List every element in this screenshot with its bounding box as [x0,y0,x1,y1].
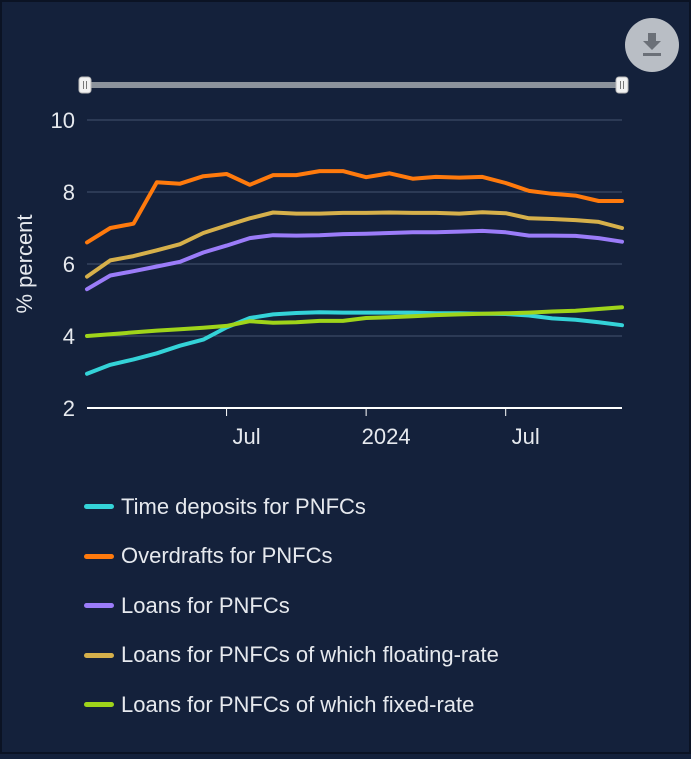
legend-swatch [84,652,114,658]
range-slider[interactable] [78,76,629,94]
slider-handle-right[interactable] [615,76,629,94]
legend-label: Loans for PNFCs of which floating-rate [121,642,499,668]
y-tick-label: 8 [63,180,75,205]
y-tick-label: 10 [51,108,75,133]
legend-label: Loans for PNFCs of which fixed-rate [121,691,475,717]
legend-label: Overdrafts for PNFCs [121,543,333,569]
legend-label: Time deposits for PNFCs [121,493,366,519]
x-tick-label: Jul [233,424,261,449]
legend-swatch [84,553,114,559]
axes: 2 4 6 8 10 Jul 2024 Jul [51,108,622,449]
legend-item[interactable]: Loans for PNFCs of which fixed-rate [84,680,644,730]
x-tick-label: 2024 [362,424,411,449]
y-tick-label: 6 [63,252,75,277]
series-line-2[interactable] [85,169,624,245]
legend-swatch [84,603,114,609]
legend-item[interactable]: Overdrafts for PNFCs [84,532,644,582]
legend-item[interactable]: Loans for PNFCs [84,581,644,631]
download-icon [643,33,661,56]
legend-swatch [84,702,114,708]
y-axis-title: % percent [12,214,37,313]
series-line-1[interactable] [85,310,624,376]
legend-item[interactable]: Time deposits for PNFCs [84,482,644,532]
legend: Time deposits for PNFCs Overdrafts for PN… [84,482,644,730]
download-button[interactable] [625,18,679,72]
legend-swatch [84,504,114,510]
slider-handle-left[interactable] [78,76,92,94]
grid-lines [87,119,622,337]
slider-track[interactable] [85,82,622,88]
legend-item[interactable]: Loans for PNFCs of which floating-rate [84,631,644,681]
series-line-5[interactable] [85,305,624,338]
series-lines [85,169,624,376]
legend-label: Loans for PNFCs [121,592,290,618]
series-line-3[interactable] [85,228,624,292]
series-line-4[interactable] [85,210,624,279]
y-tick-label: 2 [63,396,75,421]
x-tick-label: Jul [512,424,540,449]
y-tick-label: 4 [63,324,75,349]
